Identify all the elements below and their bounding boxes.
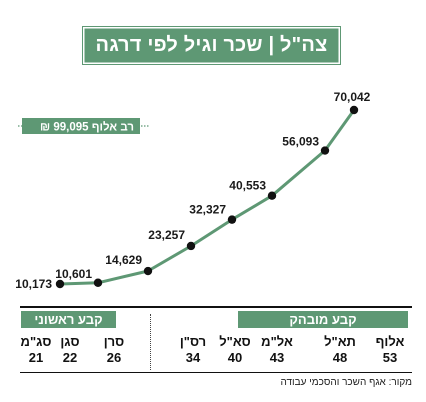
rank-name: תא"ל xyxy=(324,334,356,349)
rank-age: 22 xyxy=(62,350,78,365)
rank-item: סרן 26 xyxy=(92,334,136,366)
rank-name: סרן xyxy=(103,334,125,349)
rank-item: סג"מ 21 xyxy=(14,334,58,366)
group-tag-senior: קבע מובהק xyxy=(238,311,408,328)
data-label: 23,257 xyxy=(148,228,185,242)
rank-age: 48 xyxy=(332,350,348,365)
data-point xyxy=(227,215,237,224)
rank-item: סא"ל 40 xyxy=(213,334,257,366)
data-label: 70,042 xyxy=(334,90,371,104)
rank-item: אל"מ 43 xyxy=(255,334,299,366)
rank-item: רס"ן 34 xyxy=(171,334,215,366)
rank-name: אלוף xyxy=(375,334,405,349)
data-point xyxy=(267,191,277,200)
rank-age: 21 xyxy=(28,350,44,365)
rank-item: תא"ל 48 xyxy=(318,334,362,366)
data-label: 10,173 xyxy=(15,277,52,291)
rank-name: סא"ל xyxy=(219,334,251,349)
data-point xyxy=(143,266,153,276)
source-divider xyxy=(20,372,412,373)
reference-text: רב אלוף 99,095 ₪ xyxy=(40,121,134,134)
reference-annotation: רב אלוף 99,095 ₪ xyxy=(18,118,150,134)
data-point xyxy=(186,241,196,251)
data-label: 32,327 xyxy=(189,203,226,217)
data-label: 14,629 xyxy=(105,253,142,267)
chart-title: צה"ל | שכר וגיל לפי דרגה xyxy=(95,34,328,56)
series-line xyxy=(58,108,356,286)
data-point xyxy=(93,278,103,287)
rank-item: אלוף 53 xyxy=(368,334,412,366)
rank-name: סג"מ xyxy=(20,334,52,349)
title-box: צה"ל | שכר וגיל לפי דרגה xyxy=(82,26,341,65)
rank-name: אל"מ xyxy=(261,334,293,349)
rank-name: רס"ן xyxy=(179,334,207,349)
data-label: 40,553 xyxy=(229,179,266,193)
rank-name: סגן xyxy=(60,334,80,349)
rank-age: 53 xyxy=(382,350,398,365)
data-point xyxy=(349,105,359,115)
axis-baseline xyxy=(20,306,412,308)
rank-age: 43 xyxy=(269,350,285,365)
data-point xyxy=(320,146,330,155)
data-label: 10,601 xyxy=(55,267,92,281)
rank-item: סגן 22 xyxy=(48,334,92,366)
data-point xyxy=(55,279,65,289)
group-tag-first: קבע ראשוני xyxy=(21,311,116,328)
rank-age: 34 xyxy=(185,350,201,365)
source-note: מקור: אגף השכר והסכמי עבודה xyxy=(280,377,412,388)
reference-badge xyxy=(22,118,140,134)
rank-age: 40 xyxy=(227,350,243,365)
group-separator xyxy=(150,314,151,370)
rank-age: 26 xyxy=(106,350,122,365)
data-label: 56,093 xyxy=(282,135,319,149)
